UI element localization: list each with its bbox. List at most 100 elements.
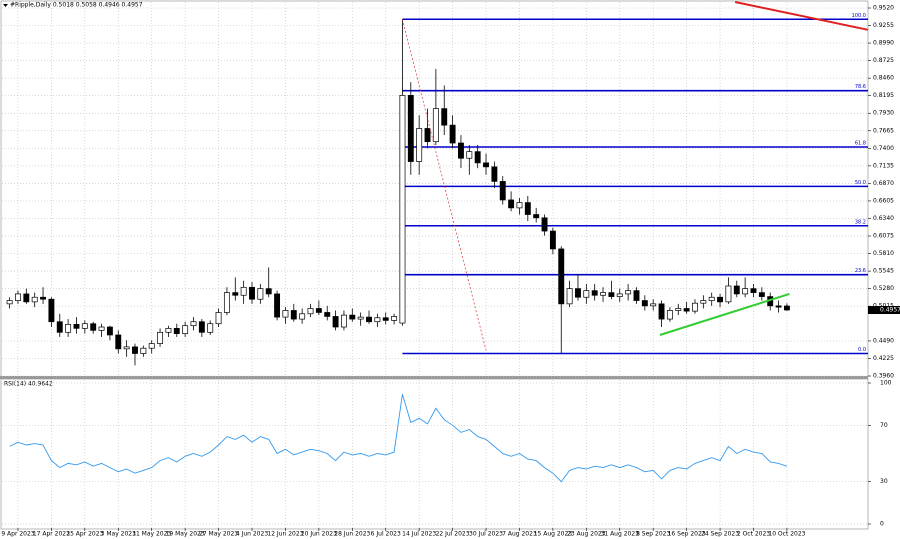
candle-body	[324, 312, 331, 317]
x-tick-label: 3 May 2023	[101, 531, 136, 538]
candle-body	[399, 95, 406, 324]
candle-body	[23, 293, 30, 303]
rsi-tick-label: 70	[880, 422, 888, 429]
candle-body	[633, 290, 640, 301]
candle-body	[608, 292, 615, 297]
candle-body	[140, 347, 147, 354]
candle-body	[40, 296, 46, 300]
fib-label: 23.6	[855, 268, 866, 274]
candle-body	[700, 300, 707, 304]
candle-body	[274, 293, 281, 318]
candle-body	[775, 305, 782, 308]
x-tick-label: 19 May 2023	[166, 531, 205, 538]
candle-body	[658, 303, 665, 320]
y-tick-label: 0.6340	[873, 215, 894, 222]
candle-body	[73, 324, 80, 329]
candle-body	[575, 288, 581, 298]
x-tick-label: 6 Jul 2023	[371, 531, 401, 538]
candle-body	[717, 296, 724, 303]
rsi-tick-label: 100	[880, 380, 892, 387]
x-tick-label: 16 Sep 2023	[668, 531, 706, 538]
trendline	[402, 19, 487, 351]
trendline	[659, 292, 790, 336]
candle-body	[616, 293, 623, 297]
candle-body	[742, 288, 749, 295]
candle-body	[173, 327, 180, 334]
candle-body	[307, 308, 314, 315]
candle-body	[683, 308, 690, 312]
candle-body	[583, 290, 590, 298]
x-tick-label: 31 Aug 2023	[601, 531, 640, 538]
y-tick-label: 0.5280	[873, 285, 894, 292]
fib-label: 38.2	[855, 219, 866, 225]
candle-body	[432, 108, 439, 143]
candle-body	[198, 321, 205, 333]
y-tick-label: 0.7135	[873, 162, 894, 169]
candle-body	[600, 292, 606, 296]
candle-body	[56, 321, 63, 333]
y-tick-label: 0.6605	[873, 197, 894, 204]
candle-body	[115, 334, 122, 350]
candle-body	[675, 308, 682, 311]
candle-body	[424, 128, 431, 143]
candle-body	[549, 230, 556, 250]
candle-body	[407, 95, 414, 162]
candle-body	[340, 314, 347, 328]
x-tick-label: 20 Jun 2023	[301, 531, 337, 538]
panel-separator	[0, 376, 868, 379]
candle-body	[48, 298, 55, 323]
x-tick-label: 24 Sep 2023	[701, 531, 739, 538]
candle-body	[516, 202, 523, 209]
y-tick-label: 0.7930	[873, 110, 894, 117]
candle-body	[416, 128, 423, 162]
candle-body	[524, 202, 531, 215]
candle-body	[750, 288, 757, 293]
candle-body	[132, 346, 138, 354]
x-tick-label: 28 Jun 2023	[334, 531, 370, 538]
candle-body	[349, 314, 356, 320]
candle-body	[708, 296, 715, 301]
x-tick-label: 12 Jun 2023	[267, 531, 303, 538]
candle-body	[148, 343, 155, 349]
fib-label: 78.6	[855, 84, 866, 90]
candle-body	[98, 326, 105, 331]
y-tick-label: 0.7400	[873, 145, 894, 152]
candle-body	[190, 321, 197, 327]
rsi-tick-label: 30	[880, 478, 888, 485]
candle-body	[90, 323, 97, 331]
x-tick-label: 14 Jul 2023	[402, 531, 436, 538]
candle-body	[65, 324, 72, 333]
candle-body	[508, 199, 515, 209]
y-tick-label: 0.8990	[873, 40, 894, 47]
title-icon	[3, 4, 8, 7]
candle-body	[641, 300, 648, 307]
candle-body	[106, 326, 113, 336]
candle-body	[290, 310, 297, 320]
candle-body	[215, 312, 222, 325]
fib-label: 50.0	[855, 180, 866, 186]
candle-body	[541, 217, 548, 232]
x-tick-label: 30 Jul 2023	[469, 531, 503, 538]
y-tick-label: 0.6870	[873, 180, 894, 187]
x-tick-label: 8 Sep 2023	[636, 531, 670, 538]
candle-body	[666, 310, 673, 320]
price-marker-label: 0.4957	[880, 307, 900, 314]
x-tick-label: 22 Jul 2023	[436, 531, 470, 538]
rsi-title: RSI(14) 40.9642	[4, 381, 53, 388]
candle-body	[282, 310, 289, 318]
candle-body	[357, 316, 364, 320]
candle-body	[265, 288, 272, 295]
x-tick-label: 25 Apr 2023	[66, 531, 103, 538]
y-tick-label: 0.6075	[873, 233, 894, 240]
x-tick-label: 15 Aug 2023	[534, 531, 573, 538]
candle-body	[458, 142, 464, 159]
y-tick-label: 0.8725	[873, 57, 894, 64]
trendline	[734, 1, 869, 31]
fib-label: 0.0	[858, 347, 866, 353]
candle-body	[499, 181, 506, 201]
candle-body	[591, 290, 598, 296]
candle-body	[449, 124, 456, 144]
candle-body	[391, 316, 398, 321]
chart-title: #Ripple,Daily 0.5018 0.5058 0.4946 0.495…	[10, 2, 143, 9]
